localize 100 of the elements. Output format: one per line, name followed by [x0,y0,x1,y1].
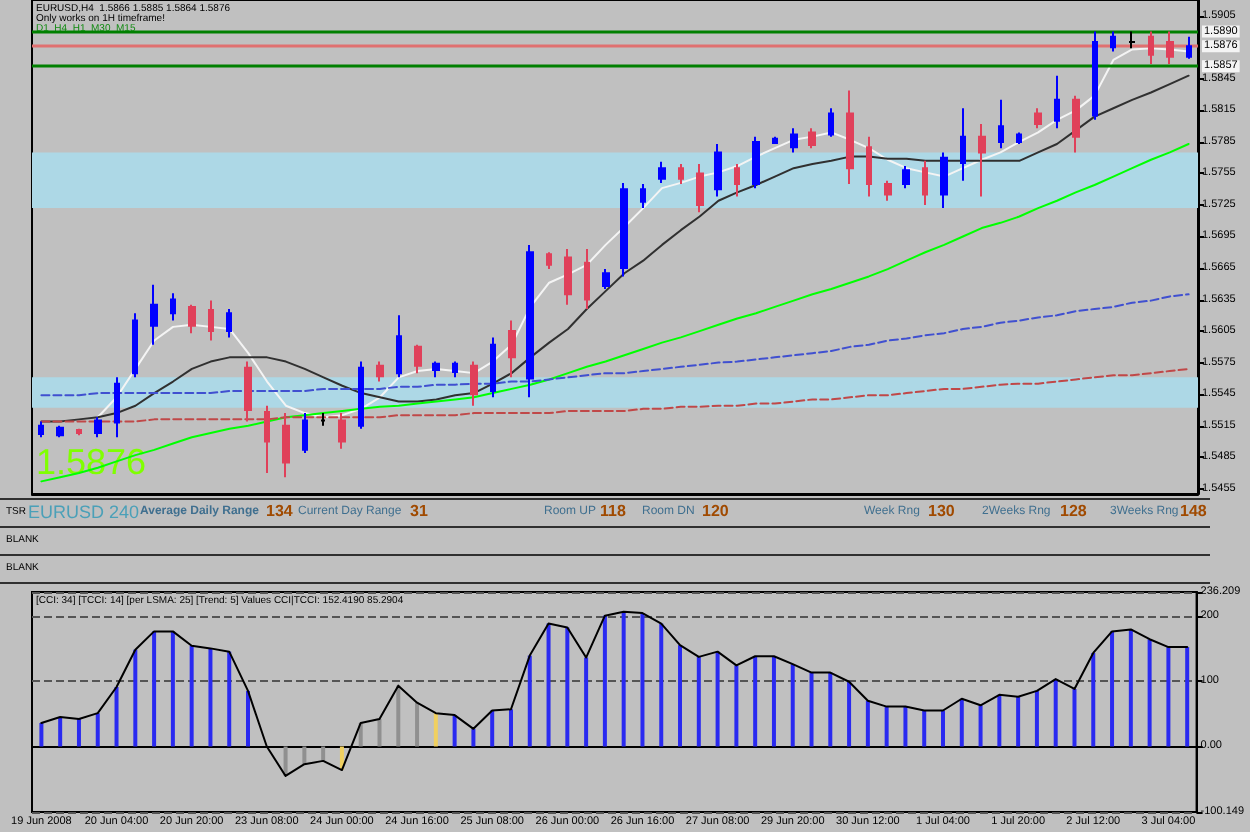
bar [152,631,157,747]
candlestick [866,135,872,198]
bar [1016,696,1021,747]
candlestick [808,127,816,150]
candlestick [658,160,666,184]
bar [734,665,739,747]
candlestick [508,319,516,379]
candlestick [564,248,572,306]
candlestick [828,107,834,138]
candlestick [1110,30,1116,53]
bar [527,655,532,747]
text: 31 [410,502,428,520]
bar [884,706,889,747]
candlestick [358,360,364,430]
candlestick [998,98,1004,150]
bar [1128,629,1133,747]
bar [471,728,476,747]
candlestick [1128,30,1136,50]
bar [76,719,81,747]
bar [114,686,119,747]
candlestick [170,292,176,322]
candlestick [470,360,478,407]
candlestick [282,412,290,479]
bar [959,698,964,747]
bar [133,649,138,747]
candlestick [94,416,102,439]
candlestick [696,162,704,214]
bar [283,746,288,776]
bar [790,664,795,747]
candlestick [546,251,552,271]
candlestick [490,336,496,399]
bar [321,746,326,761]
bar [997,694,1002,747]
bar [584,657,589,747]
bar [1110,631,1115,747]
candlestick [114,376,120,439]
candlestick [452,360,458,379]
candlestick [1054,74,1060,130]
candlestick [244,360,252,423]
bar [490,710,495,747]
bar [170,631,175,747]
candlestick [338,412,346,450]
bar [809,672,814,747]
candlestick [752,135,760,190]
candlestick [396,314,402,379]
candlestick [76,427,82,437]
candlestick [678,162,684,185]
bar [565,627,570,747]
bar [452,715,457,747]
bar [621,611,626,747]
bar [1185,647,1190,747]
candlestick [960,107,966,182]
line-series [40,367,1190,423]
candlestick [264,404,270,474]
bar [415,702,420,747]
bar [602,615,607,747]
candlestick [132,312,138,379]
bar [771,656,776,747]
bar [377,719,382,747]
bar [847,681,852,747]
candlestick [302,412,308,455]
bar [640,613,645,747]
candlestick [376,360,384,383]
bar [922,710,927,747]
candlestick [526,243,534,399]
candlestick [584,248,590,311]
candlestick [902,165,910,190]
text: 134 [266,502,293,520]
bar [302,746,307,765]
bar [1091,652,1096,747]
candlestick [1166,30,1174,66]
candlestick [940,151,948,210]
candlestick [602,268,610,291]
candlestick [1186,35,1192,60]
bar [95,713,100,747]
bar [828,672,833,747]
candlestick [772,135,778,145]
text: 148 [1180,502,1207,520]
candlestick [1072,94,1080,154]
bar [227,651,232,747]
bar [433,713,438,747]
candlestick [734,162,740,198]
candlestick [1092,30,1098,121]
bar [941,710,945,747]
text: 128 [1060,502,1087,520]
candlestick [978,123,986,198]
bar [715,651,720,747]
bar [865,700,870,747]
candlestick [432,360,440,379]
bar [246,690,251,747]
bar [39,722,44,747]
candlestick [226,308,232,339]
bar [1053,679,1058,747]
bar [903,706,908,747]
candlestick [208,299,214,342]
text: 118 [600,502,626,520]
candlestick [38,420,44,439]
candlestick [640,182,646,210]
candlestick [884,179,892,202]
candlestick [320,412,326,427]
